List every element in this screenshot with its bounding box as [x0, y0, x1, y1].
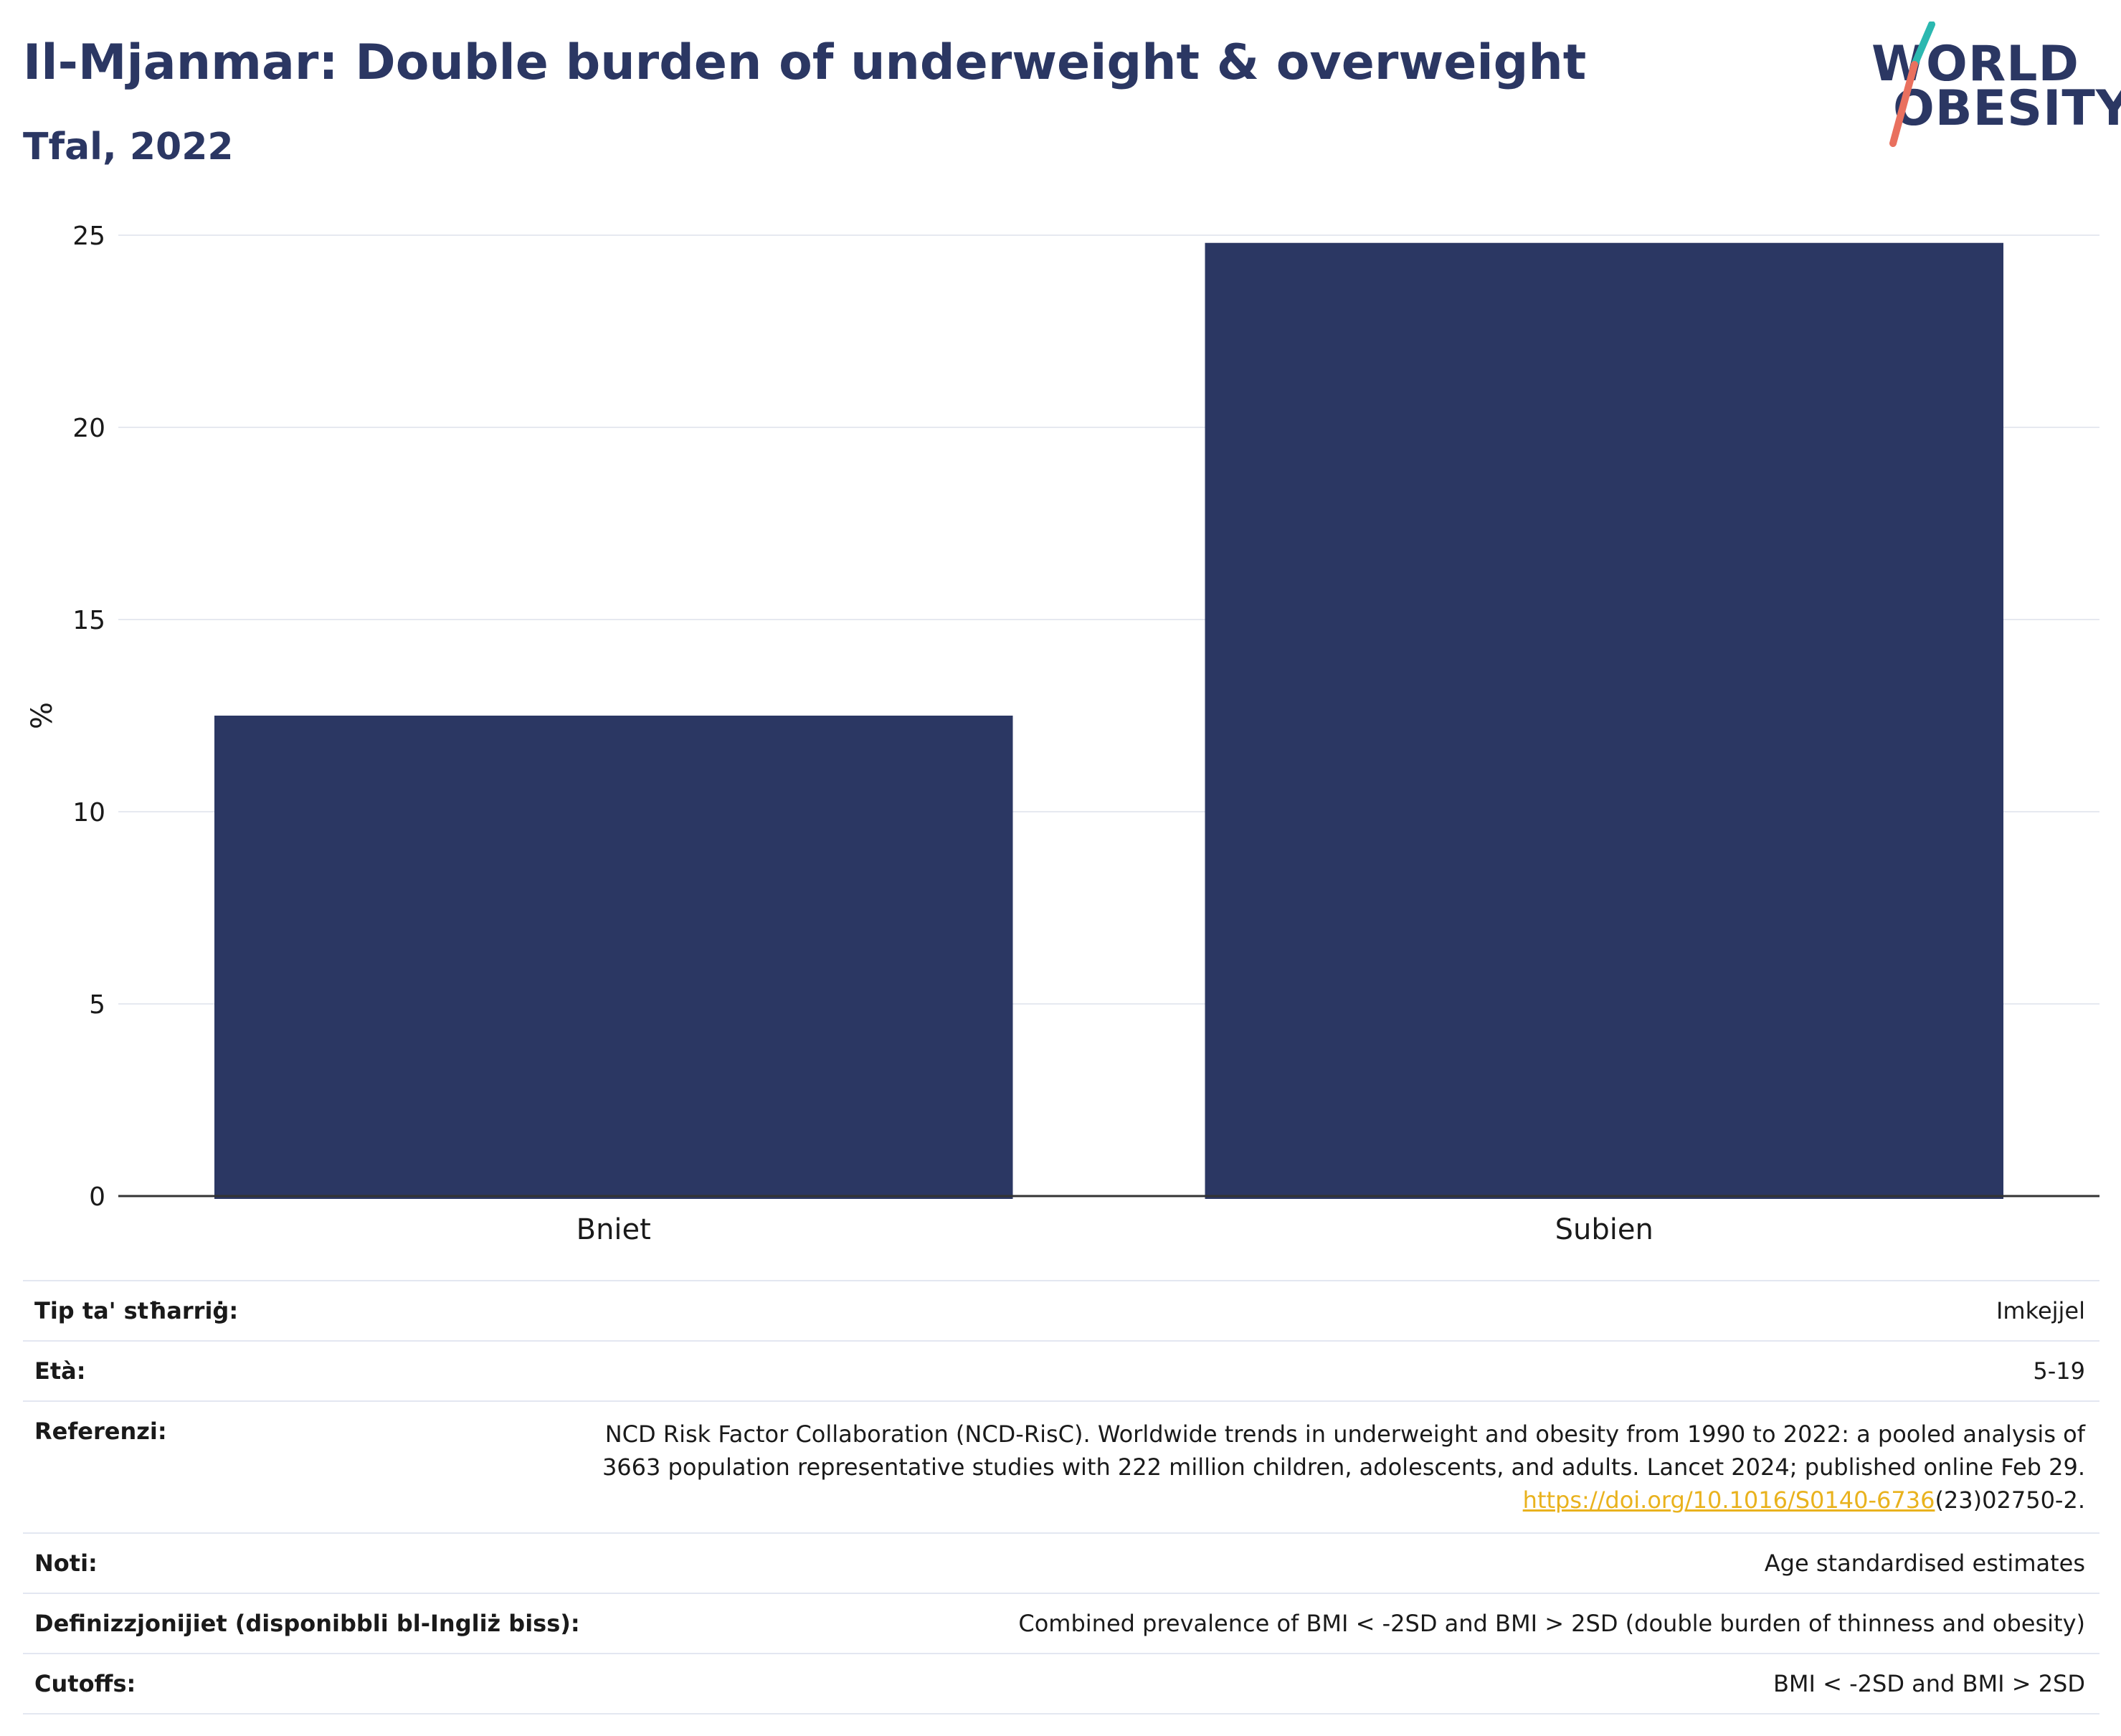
reference-line-1: NCD Risk Factor Collaboration (NCD-RisC)… — [604, 1420, 2085, 1448]
cutoffs-value: BMI < -2SD and BMI > 2SD — [1773, 1670, 2085, 1697]
logo-slash-icon — [1889, 22, 1935, 147]
reference-doi-tail: (23)02750-2. — [1935, 1486, 2085, 1514]
survey-type-value: Imkejjel — [1996, 1297, 2085, 1324]
y-tick-label: 5 — [89, 990, 105, 1020]
reference-doi-link[interactable]: https://doi.org/10.1016/S0140-6736 — [1522, 1486, 1935, 1514]
chart-title: Il-Mjanmar: Double burden of underweight… — [23, 34, 1587, 91]
x-tick-label: Bniet — [576, 1213, 651, 1246]
details-table: Tip ta' stħarriġ: Imkejjel Età: 5-19 Ref… — [23, 1280, 2099, 1714]
x-tick-label: Subien — [1555, 1213, 1653, 1246]
bar-chart: 0 5 10 15 20 25% Bniet Subien — [26, 222, 2099, 1246]
chart-subtitle: Tfal, 2022 — [23, 125, 234, 169]
notes-value: Age standardised estimates — [1764, 1550, 2085, 1577]
notes-label: Noti: — [34, 1550, 98, 1577]
bar-subien — [1205, 242, 2003, 1200]
detail-row-age: Età: 5-19 — [23, 1340, 2099, 1400]
y-axis-label: % — [26, 702, 59, 729]
definitions-value: Combined prevalence of BMI < -2SD and BM… — [1018, 1610, 2085, 1637]
bar-bniet — [214, 716, 1013, 1199]
y-tick-label: 15 — [72, 606, 105, 635]
detail-row-cutoffs: Cutoffs: BMI < -2SD and BMI > 2SD — [23, 1653, 2099, 1714]
detail-row-survey-type: Tip ta' stħarriġ: Imkejjel — [23, 1280, 2099, 1340]
cutoffs-label: Cutoffs: — [34, 1670, 136, 1697]
y-tick-label: 0 — [89, 1182, 105, 1212]
references-value: NCD Risk Factor Collaboration (NCD-RisC)… — [602, 1418, 2085, 1517]
detail-row-references: Referenzi: NCD Risk Factor Collaboration… — [23, 1400, 2099, 1532]
definitions-label: Definizzjonijiet (disponibbli bl-Ingliż … — [34, 1610, 580, 1637]
age-value: 5-19 — [2033, 1357, 2085, 1385]
detail-row-definitions: Definizzjonijiet (disponibbli bl-Ingliż … — [23, 1593, 2099, 1653]
references-label: Referenzi: — [34, 1418, 167, 1445]
y-tick-label: 10 — [72, 798, 105, 827]
y-tick-label: 25 — [72, 222, 105, 251]
survey-type-label: Tip ta' stħarriġ: — [34, 1297, 239, 1324]
y-tick-label: 20 — [72, 414, 105, 443]
logo-line2: OBESITY — [1893, 80, 2121, 137]
age-label: Età: — [34, 1357, 86, 1385]
detail-row-notes: Noti: Age standardised estimates — [23, 1532, 2099, 1593]
world-obesity-logo: WORLD OBESITY — [1871, 22, 2121, 151]
reference-line-2: 3663 population representative studies w… — [602, 1453, 2085, 1481]
